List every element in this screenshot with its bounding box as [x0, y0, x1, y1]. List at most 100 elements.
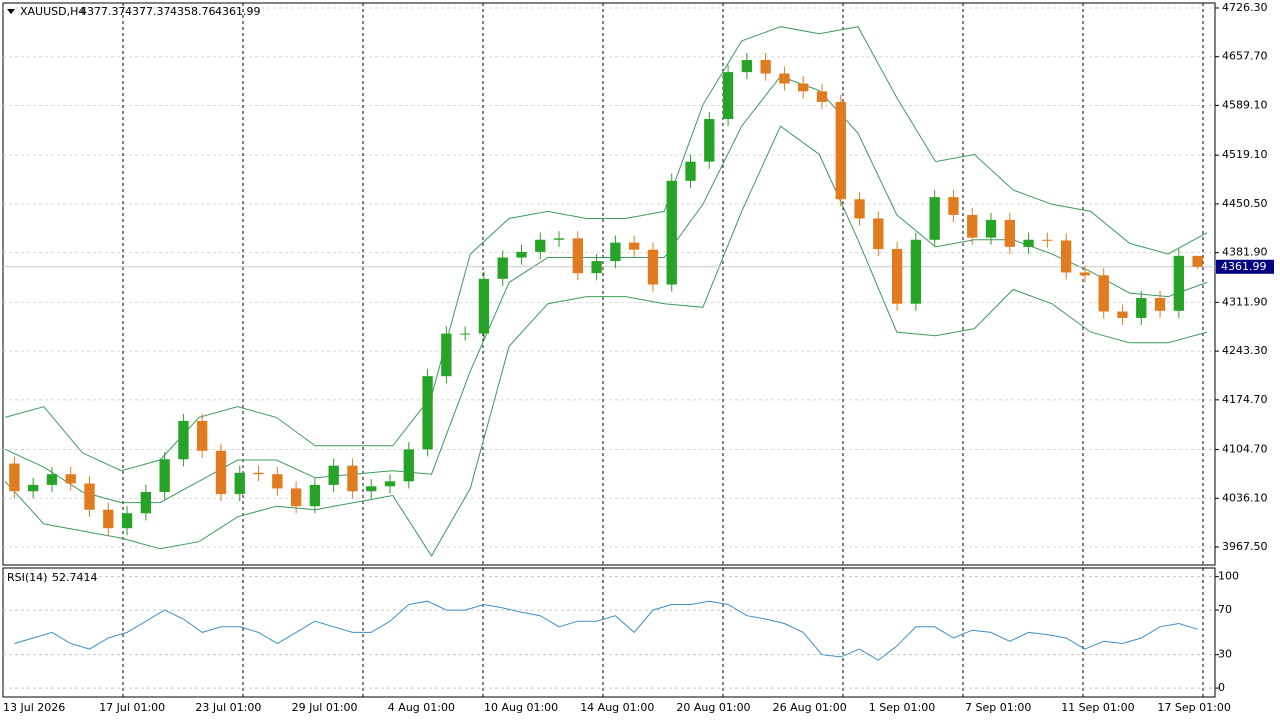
- candle-body: [197, 420, 208, 451]
- candle-body: [328, 465, 339, 485]
- rsi-tick-label: 30: [1218, 648, 1232, 661]
- candle-body: [704, 119, 715, 162]
- y-tick-label: 4450.50: [1222, 197, 1268, 210]
- candle-body: [459, 333, 471, 335]
- candle-body: [535, 239, 546, 252]
- candle-body: [816, 91, 828, 102]
- header-low: 4358.76: [170, 5, 216, 18]
- candle-body: [835, 101, 846, 200]
- candle-body: [28, 484, 39, 492]
- y-tick-label: 3967.50: [1222, 540, 1268, 553]
- header-high: 4377.37: [125, 5, 171, 18]
- y-tick-label: 4311.90: [1222, 295, 1268, 308]
- candle-body: [1060, 240, 1072, 273]
- y-tick-label: 4657.70: [1222, 50, 1268, 63]
- candle-body: [610, 242, 621, 262]
- rsi-value: 52.7414: [52, 571, 98, 584]
- collapse-icon[interactable]: [7, 9, 15, 14]
- x-tick-label: 14 Aug 01:00: [580, 701, 654, 714]
- rsi-title: RSI(14): [7, 571, 47, 584]
- candle-body: [891, 249, 903, 304]
- candle-body: [629, 242, 640, 250]
- x-tick-label: 29 Jul 01:00: [292, 701, 358, 714]
- x-tick-label: 13 Jul 2026: [3, 701, 65, 714]
- y-tick-label: 4519.10: [1222, 148, 1268, 161]
- candle-body: [1117, 311, 1128, 318]
- x-tick-label: 1 Sep 01:00: [869, 701, 935, 714]
- candle-body: [1042, 239, 1053, 241]
- y-tick-label: 4589.10: [1222, 98, 1268, 111]
- candle-body: [234, 472, 245, 495]
- rsi-tick-label: 0: [1218, 681, 1225, 694]
- candle-body: [65, 474, 76, 484]
- candle-body: [1023, 239, 1034, 247]
- content: 4726.30 4657.70 4589.10 4519.10 4450.50 4381.…: [3, 1, 1274, 714]
- main-panel-border: [2, 2, 1216, 566]
- candle-body: [1154, 298, 1166, 311]
- candle-body: [929, 197, 940, 240]
- candle-body: [647, 249, 659, 285]
- candle-body: [103, 509, 114, 529]
- candle-body: [516, 251, 527, 258]
- x-tick-label: 11 Sep 01:00: [1061, 701, 1134, 714]
- rsi-line: [14, 600, 1198, 661]
- y-tick-label: 4104.70: [1222, 443, 1268, 456]
- candle-body: [910, 239, 922, 304]
- candle-body: [985, 219, 997, 238]
- candle-body: [121, 513, 133, 529]
- symbol: XAUUSD,H4: [20, 5, 85, 18]
- candle-body: [779, 73, 790, 84]
- candle-body: [722, 72, 734, 120]
- price-tag: [1216, 259, 1274, 274]
- header-close: 4361.99: [215, 5, 261, 18]
- rsi-tick-label: 70: [1218, 603, 1232, 616]
- rsi-panel-border: [2, 567, 1216, 698]
- candle-body: [572, 238, 583, 274]
- candle-body: [215, 450, 227, 495]
- x-tick-label: 7 Sep 01:00: [965, 701, 1031, 714]
- candle-body: [1079, 272, 1091, 276]
- candle-body: [140, 491, 152, 514]
- candle-body: [798, 83, 809, 92]
- candle-body: [553, 238, 565, 240]
- y-tick-label: 4381.90: [1222, 246, 1268, 259]
- x-tick-label: 17 Jul 01:00: [99, 701, 165, 714]
- price-tag-label: 4361.99: [1221, 260, 1267, 273]
- candle-body: [422, 376, 433, 450]
- candle-body: [178, 420, 189, 460]
- candle-body: [967, 214, 978, 238]
- y-tick-label: 4174.70: [1222, 393, 1268, 406]
- x-tick-label: 17 Sep 01:00: [1157, 701, 1230, 714]
- x-tick-label: 4 Aug 01:00: [388, 701, 455, 714]
- x-tick-label: 26 Aug 01:00: [773, 701, 847, 714]
- rsi-tick-label: 100: [1218, 570, 1239, 583]
- candle-body: [497, 257, 508, 279]
- candle-body: [441, 333, 452, 377]
- candle-body: [873, 218, 884, 250]
- candle-body: [9, 463, 20, 492]
- candle-body: [1098, 275, 1109, 312]
- candle-body: [84, 483, 95, 510]
- candle-body: [1004, 219, 1015, 247]
- candle-body: [685, 161, 696, 181]
- y-tick-label: 4036.10: [1222, 491, 1268, 504]
- candle-body: [403, 449, 414, 482]
- candle-body: [591, 261, 602, 274]
- y-tick-label: 4726.30: [1222, 1, 1268, 14]
- candle-body: [741, 60, 753, 73]
- candle-body: [854, 199, 865, 219]
- candle-body: [46, 474, 58, 485]
- header-open: 4377.37: [80, 5, 126, 18]
- candle-body: [159, 459, 170, 492]
- x-tick-label: 20 Aug 01:00: [676, 701, 750, 714]
- candle-body: [760, 60, 771, 74]
- y-tick-label: 4243.30: [1222, 344, 1268, 357]
- candle-body: [253, 472, 264, 475]
- candle-body: [948, 197, 959, 215]
- candle-body: [666, 180, 677, 285]
- candle-body: [309, 484, 321, 507]
- candle-body: [1173, 255, 1184, 311]
- candle-body: [290, 488, 302, 507]
- bollinger-band: [4, 125, 1208, 557]
- candle-body: [1136, 298, 1147, 318]
